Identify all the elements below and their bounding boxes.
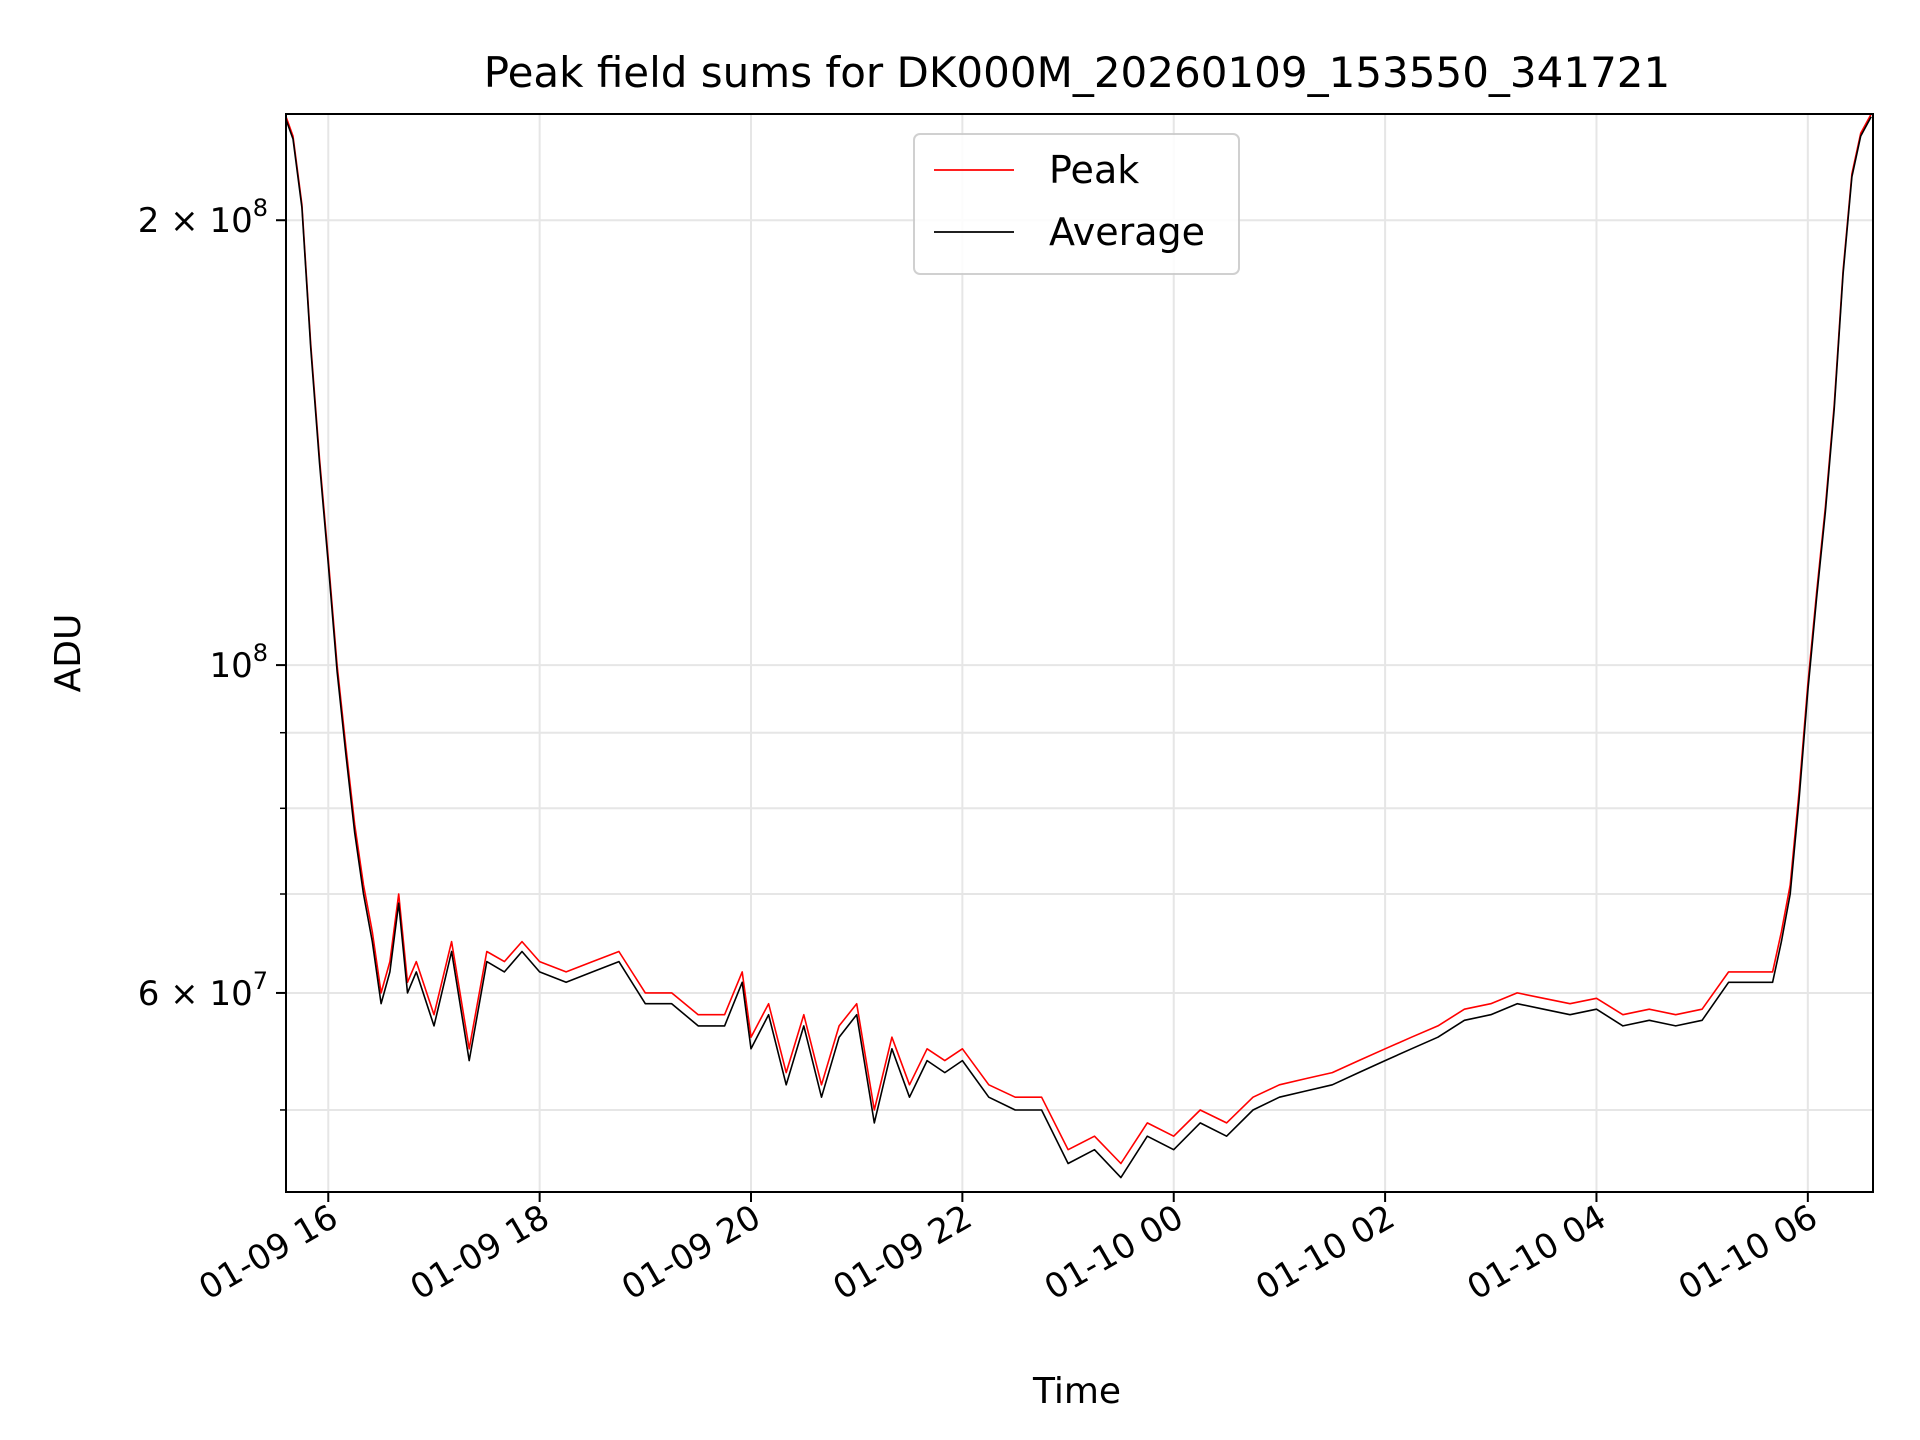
x-tick-label: 01-10 00 xyxy=(1038,1197,1190,1308)
x-axis-label: Time xyxy=(1032,1371,1121,1412)
y-tick-label: 6 × 107 xyxy=(138,967,268,1014)
x-tick-label: 01-09 16 xyxy=(192,1197,344,1308)
x-tick-label: 01-09 20 xyxy=(615,1197,767,1308)
x-tick-label: 01-10 02 xyxy=(1249,1197,1401,1308)
plot-frame xyxy=(285,113,1874,1193)
y-tick-label: 2 × 108 xyxy=(138,194,268,241)
legend-box xyxy=(913,133,1240,275)
chart-title: Peak field sums for DK000M_20260109_1535… xyxy=(484,48,1671,97)
x-tick-label: 01-10 06 xyxy=(1672,1197,1824,1308)
y-tick-label: 108 xyxy=(209,639,268,686)
legend: Peak Average xyxy=(913,133,1240,275)
x-tick-label: 01-10 04 xyxy=(1461,1197,1613,1308)
series-line-average xyxy=(285,116,1872,1179)
series-lines xyxy=(285,113,1872,1179)
legend-label-average: Average xyxy=(1049,210,1205,254)
series-line-peak xyxy=(285,113,1872,1165)
x-tick-label: 01-09 18 xyxy=(404,1197,556,1308)
x-axis-ticks: 01-09 16 01-09 18 01-09 20 01-09 22 01-10 00… xyxy=(192,1192,1824,1308)
y-axis-label: ADU xyxy=(48,614,89,693)
y-axis-ticks: 6 × 107 108 2 × 108 xyxy=(138,194,286,1111)
x-tick-label: 01-09 22 xyxy=(826,1197,978,1308)
gridlines xyxy=(286,114,1873,1192)
legend-label-peak: Peak xyxy=(1049,148,1139,192)
